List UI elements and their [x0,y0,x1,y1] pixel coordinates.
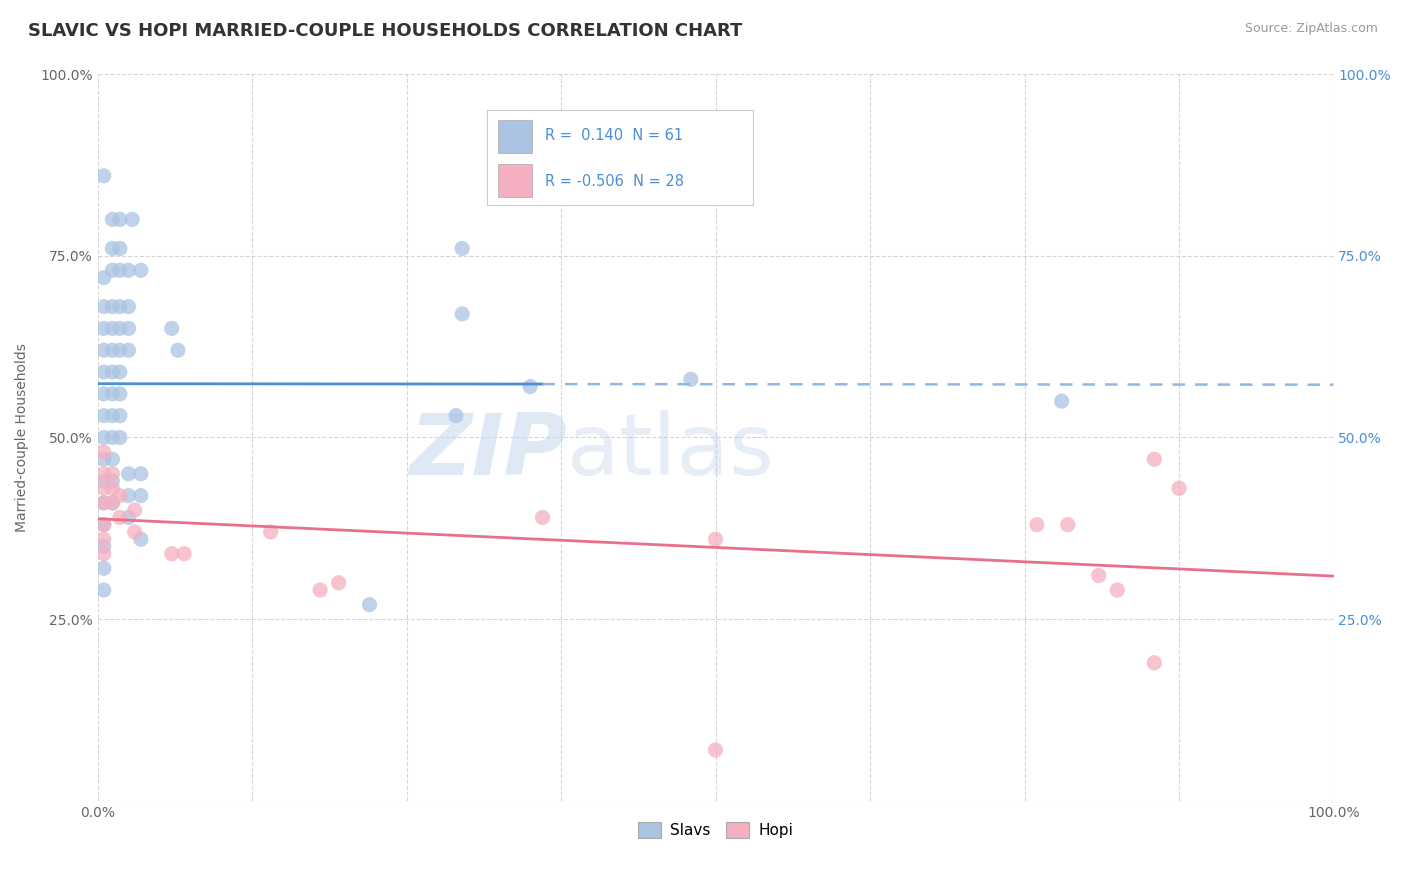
Point [93,169,115,183]
Point [93,430,115,444]
Text: ZIP: ZIP [409,410,567,493]
Point [117,489,139,503]
Point [101,365,124,379]
Point [101,321,124,335]
Point [108,343,131,358]
Point [309,583,332,598]
Point [1025,517,1047,532]
Point [1143,656,1166,670]
Point [108,365,131,379]
Point [451,307,474,321]
Point [101,300,124,314]
Legend: Slavs, Hopi: Slavs, Hopi [633,816,799,844]
Point [93,409,115,423]
Point [101,474,124,488]
Point [93,532,115,546]
Point [167,343,190,358]
Point [93,517,115,532]
Point [117,467,139,481]
Point [93,300,115,314]
Point [101,452,124,467]
Text: atlas: atlas [567,410,775,493]
Point [129,467,152,481]
Point [101,212,124,227]
Point [451,242,474,256]
Point [93,387,115,401]
Point [444,409,467,423]
Point [108,263,131,277]
Point [519,379,541,393]
Point [101,481,124,495]
Point [124,503,146,517]
Point [117,263,139,277]
Point [108,387,131,401]
Point [117,300,139,314]
Point [93,540,115,554]
Point [117,343,139,358]
Point [129,532,152,546]
Point [1107,583,1129,598]
Point [259,524,281,539]
Point [108,409,131,423]
Point [328,575,350,590]
Point [108,510,131,524]
Text: Source: ZipAtlas.com: Source: ZipAtlas.com [1244,22,1378,36]
Point [108,430,131,444]
Point [679,372,702,386]
Point [93,365,115,379]
Point [1056,517,1078,532]
Point [531,510,554,524]
Text: SLAVIC VS HOPI MARRIED-COUPLE HOUSEHOLDS CORRELATION CHART: SLAVIC VS HOPI MARRIED-COUPLE HOUSEHOLDS… [28,22,742,40]
Point [93,321,115,335]
Point [101,343,124,358]
Point [93,496,115,510]
Point [93,583,115,598]
Point [108,321,131,335]
Point [704,532,727,546]
Point [101,387,124,401]
Point [1050,394,1073,409]
Point [160,547,183,561]
Point [1168,481,1191,495]
Point [93,561,115,575]
Point [101,430,124,444]
Point [101,496,124,510]
Point [101,263,124,277]
Point [93,474,115,488]
Point [117,321,139,335]
Point [101,242,124,256]
Point [93,445,115,459]
Point [101,496,124,510]
Point [108,212,131,227]
Point [117,510,139,524]
Point [124,524,146,539]
Point [101,409,124,423]
Point [108,300,131,314]
Point [129,263,152,277]
Point [173,547,195,561]
Point [101,467,124,481]
Point [93,343,115,358]
Point [93,517,115,532]
Point [160,321,183,335]
Point [108,242,131,256]
Point [359,598,381,612]
Point [93,452,115,467]
Point [93,547,115,561]
Point [93,481,115,495]
Point [93,467,115,481]
Point [93,270,115,285]
Point [704,743,727,757]
Point [1143,452,1166,467]
Point [1087,568,1109,582]
Point [108,489,131,503]
Point [121,212,143,227]
Y-axis label: Married-couple Households: Married-couple Households [15,343,30,532]
Point [93,496,115,510]
Point [129,489,152,503]
